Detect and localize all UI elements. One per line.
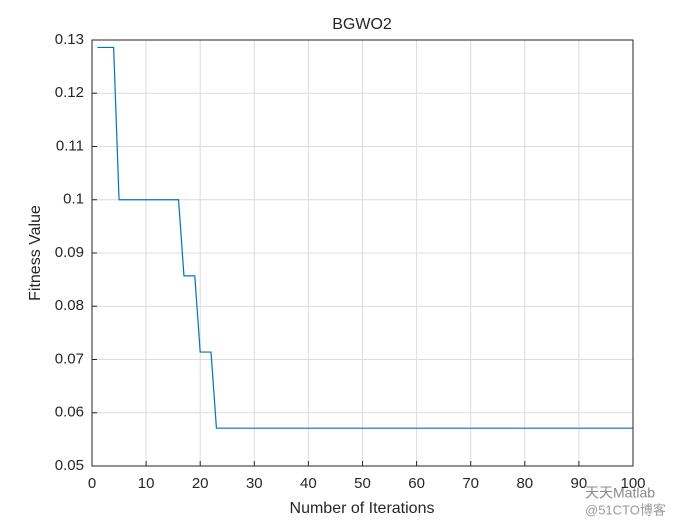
x-tick-label: 80 bbox=[516, 475, 533, 492]
data-line bbox=[97, 46, 633, 429]
watermark: 天天Matlab bbox=[585, 485, 655, 501]
y-tick-label: 0.1 bbox=[63, 191, 84, 208]
watermark: @51CTO博客 bbox=[585, 502, 666, 517]
x-tick-label: 90 bbox=[571, 475, 588, 492]
x-tick-label: 10 bbox=[138, 475, 155, 492]
y-tick-label: 0.13 bbox=[55, 31, 84, 48]
x-tick-label: 60 bbox=[408, 475, 425, 492]
x-tick-label: 50 bbox=[354, 475, 371, 492]
x-tick-label: 40 bbox=[300, 475, 317, 492]
y-tick-label: 0.09 bbox=[55, 244, 84, 261]
y-tick-label: 0.11 bbox=[56, 137, 84, 154]
x-tick-label: 20 bbox=[192, 475, 209, 492]
x-tick-label: 30 bbox=[246, 475, 263, 492]
x-axis-label: Number of Iterations bbox=[290, 500, 435, 517]
y-tick-label: 0.05 bbox=[55, 457, 84, 474]
y-tick-label: 0.07 bbox=[55, 350, 84, 367]
chart-title: BGWO2 bbox=[332, 16, 392, 33]
y-axis-label: Fitness Value bbox=[27, 205, 44, 301]
x-tick-label: 0 bbox=[88, 475, 96, 492]
x-tick-label: 70 bbox=[462, 475, 479, 492]
y-tick-label: 0.12 bbox=[55, 84, 84, 101]
y-tick-label: 0.08 bbox=[55, 297, 84, 314]
x-tick-label: 100 bbox=[620, 475, 645, 492]
y-tick-label: 0.06 bbox=[55, 404, 84, 421]
